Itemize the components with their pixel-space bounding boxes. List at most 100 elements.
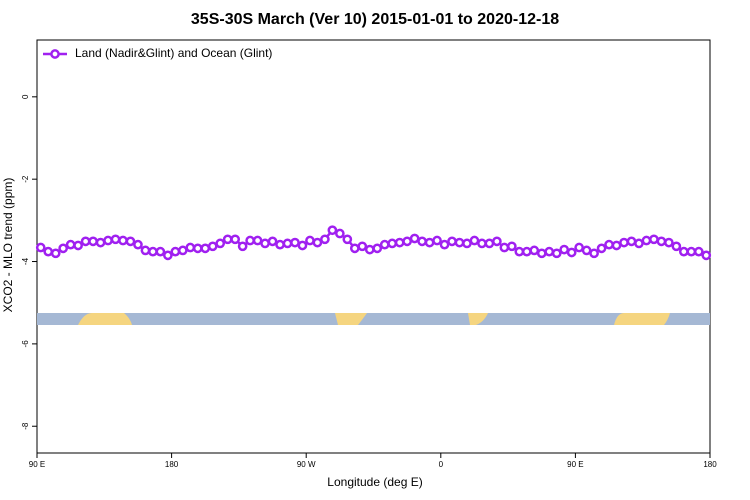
point (656, 236, 667, 247)
point (267, 236, 278, 247)
point (701, 250, 712, 261)
point (245, 235, 255, 246)
land-band (78, 313, 132, 325)
point (536, 248, 547, 259)
point (387, 238, 398, 249)
x-tick-label: 90 W (297, 460, 316, 469)
point (477, 238, 487, 249)
point (589, 248, 599, 259)
point (95, 237, 106, 248)
point (544, 246, 555, 257)
point (297, 240, 308, 251)
y-tick-label: -2 (21, 175, 30, 183)
point (50, 248, 61, 259)
point (305, 235, 315, 246)
point (118, 235, 128, 246)
point (163, 250, 173, 261)
y-axis-title: XCO2 - MLO trend (ppm) (1, 178, 15, 313)
point (581, 245, 592, 256)
point (619, 237, 629, 248)
point (626, 236, 637, 247)
point (148, 246, 158, 257)
point (342, 234, 353, 245)
point (335, 228, 345, 239)
point (454, 237, 465, 248)
land-band (614, 313, 670, 325)
point (409, 233, 420, 244)
point (364, 244, 375, 255)
point (551, 248, 562, 259)
point (529, 245, 540, 256)
land-ocean-strip (37, 313, 710, 325)
point (484, 238, 495, 249)
point (200, 243, 211, 254)
point (394, 237, 405, 248)
x-tick-label: 90 E (567, 460, 583, 469)
x-tick-label: 0 (439, 460, 444, 469)
legend-label: Land (Nadir&Glint) and Ocean (Glint) (75, 46, 272, 60)
point (230, 234, 241, 245)
point (574, 242, 584, 253)
point (35, 242, 46, 253)
chart-title: 35S-30S March (Ver 10) 2015-01-01 to 202… (191, 11, 559, 28)
point (185, 242, 196, 253)
point (424, 237, 435, 248)
point (686, 246, 697, 257)
point (88, 236, 98, 247)
point (170, 246, 181, 257)
point (290, 237, 300, 248)
point (402, 236, 412, 247)
point (693, 246, 704, 257)
y-tick-label: 0 (21, 94, 30, 99)
point (634, 238, 644, 249)
point (372, 243, 383, 254)
point (447, 236, 457, 247)
point (349, 243, 360, 254)
point (110, 234, 121, 245)
point (641, 235, 652, 246)
point (125, 236, 136, 247)
point (222, 234, 233, 245)
ocean-band (37, 313, 710, 325)
point (649, 234, 659, 245)
point (312, 237, 323, 248)
point (215, 238, 226, 249)
point (506, 241, 517, 252)
point (327, 225, 338, 236)
point (140, 245, 151, 256)
point (462, 238, 472, 249)
point (177, 245, 188, 256)
point (439, 239, 450, 250)
point (596, 243, 607, 254)
point (80, 236, 91, 247)
point (566, 247, 577, 258)
y-tick-label: -8 (21, 422, 30, 430)
point (155, 246, 166, 257)
point (275, 239, 285, 250)
point (260, 238, 270, 249)
point (417, 236, 427, 247)
point (664, 237, 674, 248)
point (492, 236, 502, 247)
land-band (335, 313, 367, 325)
point (192, 243, 203, 254)
land-band (468, 313, 488, 325)
point (521, 246, 532, 257)
point (499, 242, 510, 253)
point (514, 246, 525, 257)
point (320, 234, 330, 245)
legend-marker (50, 49, 60, 59)
point (65, 239, 76, 250)
point (357, 241, 368, 252)
point (282, 238, 293, 249)
point (58, 243, 69, 254)
point (379, 239, 390, 250)
point (73, 240, 83, 251)
point (678, 246, 689, 257)
point (43, 246, 54, 257)
point (252, 235, 263, 246)
point (133, 239, 143, 250)
point (611, 240, 622, 251)
point (103, 235, 113, 246)
point (604, 239, 614, 250)
